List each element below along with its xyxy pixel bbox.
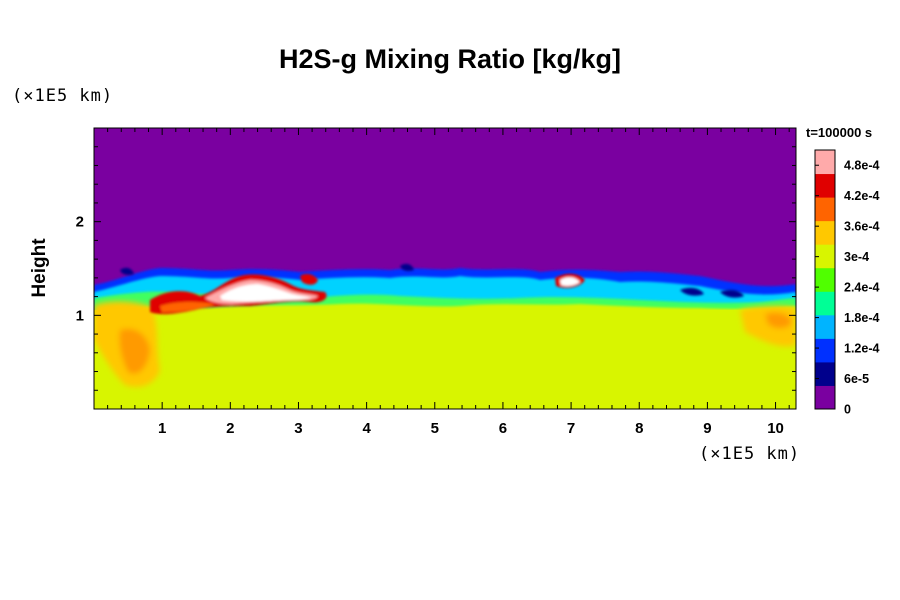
colorbar-tick-label: 4.2e-4 — [844, 189, 879, 203]
colorbar-swatch — [815, 220, 835, 245]
colorbar-tick-label: 1.2e-4 — [844, 342, 879, 356]
colorbar-swatch — [815, 173, 835, 198]
field-lower-boundary — [94, 303, 796, 330]
colorbar-swatch — [815, 267, 835, 292]
x-tick-label: 2 — [226, 420, 234, 437]
time-label: t=100000 s — [806, 125, 873, 140]
colorbar-tick-label: 6e-5 — [844, 372, 869, 386]
colorbar-swatch — [815, 244, 835, 269]
x-tick-label: 1 — [158, 420, 166, 437]
colorbar: 0 6e-5 1.2e-4 1.8e-4 2.4e-4 3e-4 3.6e-4 4.2e-4 4… — [814, 149, 879, 417]
colorbar-frame — [814, 149, 836, 410]
field-high-value-plume — [150, 273, 585, 315]
x-tick-label: 4 — [362, 420, 371, 437]
field-orange-patches — [94, 301, 796, 387]
colorbar-tick-label: 1.8e-4 — [844, 311, 879, 325]
x-tick-label: 10 — [767, 420, 784, 437]
colorbar-swatch — [815, 338, 835, 363]
y-tick-label: 1 — [76, 307, 84, 324]
colorbar-swatch — [815, 361, 835, 386]
x-tick-label: 5 — [431, 420, 439, 437]
colorbar-swatch — [815, 197, 835, 222]
heatmap-field — [94, 128, 796, 409]
colorbar-swatch — [815, 150, 835, 175]
colorbar-tick-label: 2.4e-4 — [844, 281, 879, 295]
colorbar-swatch — [815, 385, 835, 410]
y-tick-label: 2 — [76, 214, 84, 231]
x-tick-label: 9 — [703, 420, 711, 437]
x-tick-label: 7 — [567, 420, 575, 437]
colorbar-tick-label: 4.8e-4 — [844, 159, 879, 173]
chart-title: H2S-g Mixing Ratio [kg/kg] — [278, 44, 621, 74]
colorbar-swatch — [815, 314, 835, 339]
field-interface-wisps — [120, 263, 744, 298]
colorbar-swatch — [815, 291, 835, 316]
plot-frame — [93, 127, 797, 410]
x-tick-label: 8 — [635, 420, 643, 437]
x-tick-label: 3 — [294, 420, 302, 437]
colorbar-tick-label: 0 — [844, 403, 851, 417]
axes: 1 2 3 4 5 6 7 8 9 10 1 2 — [76, 128, 796, 437]
x-tick-label: 6 — [499, 420, 507, 437]
y-axis-unit-label: (×1E5 km) — [12, 86, 114, 106]
colorbar-tick-label: 3e-4 — [844, 250, 869, 264]
colorbar-tick-label: 3.6e-4 — [844, 220, 879, 234]
x-axis-unit-label: (×1E5 km) — [699, 444, 801, 464]
